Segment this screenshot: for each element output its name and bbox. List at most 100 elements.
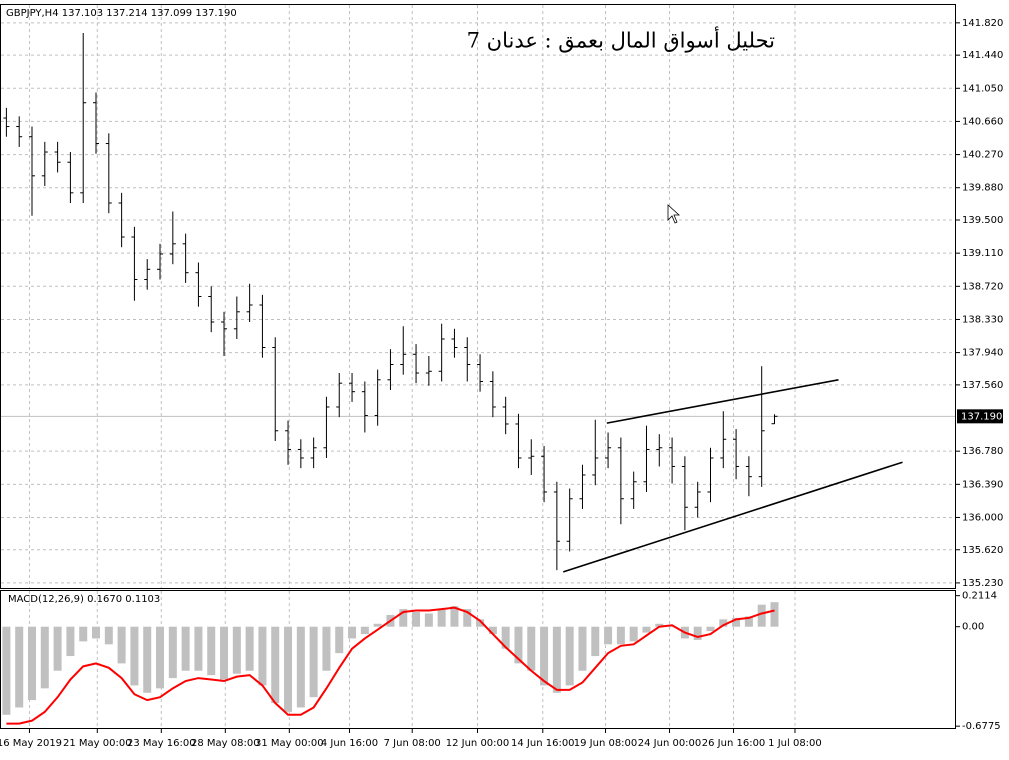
macd-bar (104, 626, 113, 645)
macd-bar (604, 626, 613, 645)
macd-bar (693, 626, 702, 640)
y-tick-label: 141.440 (962, 50, 1003, 61)
macd-bar (232, 626, 241, 674)
macd-bar (15, 626, 24, 708)
macd-bar (591, 626, 600, 657)
macd-bar (309, 626, 318, 698)
mouse-cursor (667, 204, 681, 224)
macd-bar (28, 626, 37, 701)
macd-title: MACD(12,26,9) 0.1670 0.1103 (8, 594, 160, 605)
y-tick-label: 141.820 (962, 18, 1003, 29)
macd-bar (412, 612, 421, 627)
macd-bar (668, 626, 677, 628)
y-tick-label: 136.000 (962, 512, 1003, 523)
macd-bar (2, 626, 11, 715)
x-tick-label: 24 Jun 00:00 (638, 738, 702, 749)
macd-bar (488, 626, 497, 635)
y-tick-label: 139.110 (962, 248, 1003, 259)
macd-bar (143, 626, 152, 693)
y-tick-label: 139.500 (962, 215, 1003, 226)
macd-bar (501, 626, 510, 649)
x-tick-label: 1 Jul 08:00 (768, 738, 822, 749)
x-tick-label: 16 May 2019 (0, 738, 62, 749)
macd-bar (271, 626, 280, 704)
y-tick-label: -0.6775 (962, 721, 1001, 732)
macd-bar (527, 626, 536, 671)
macd-bar (616, 626, 625, 645)
macd-bar (322, 626, 331, 671)
last-price-box (957, 409, 1003, 424)
macd-bar (168, 626, 177, 679)
y-tick-label: 137.560 (962, 380, 1003, 391)
trendline (563, 461, 903, 573)
macd-bar (642, 626, 651, 633)
signal-line (6, 606, 775, 725)
y-tick-label: 140.660 (962, 116, 1003, 127)
annotation: تحليل أسواق المال بعمق : عدنان 7 (467, 26, 776, 54)
macd-bar (552, 626, 561, 693)
y-tick-label: 0.2114 (962, 591, 997, 602)
x-tick-label: 14 Jun 16:00 (511, 738, 575, 749)
macd-bar (245, 626, 254, 671)
y-tick-label: 136.390 (962, 479, 1003, 490)
y-tick-label: 138.330 (962, 314, 1003, 325)
macd-bar (450, 606, 459, 627)
y-tick-label: 137.940 (962, 348, 1003, 359)
x-tick-label: 4 Jun 16:00 (321, 738, 378, 749)
macd-bar (757, 604, 766, 627)
chart-title: GBPJPY,H4 137.103 137.214 137.099 137.19… (6, 8, 237, 19)
macd-bar (719, 619, 728, 627)
y-tick-label: 140.270 (962, 150, 1003, 161)
macd-bar (117, 626, 126, 664)
macd-bar (296, 626, 305, 708)
x-tick-label: 26 Jun 16:00 (702, 738, 766, 749)
macd-bar (207, 626, 216, 676)
macd-bar (540, 626, 549, 686)
trendline (606, 378, 839, 424)
macd-bar (655, 623, 664, 627)
macd-bar (66, 626, 75, 657)
y-tick-label: 138.720 (962, 281, 1003, 292)
macd-bar (373, 623, 382, 627)
y-tick-label: 0.00 (962, 622, 984, 633)
y-tick-label: 135.620 (962, 545, 1003, 556)
macd-bar (463, 609, 472, 627)
y-tick-label: 139.880 (962, 183, 1003, 194)
macd-bar (130, 626, 139, 686)
y-tick-label: 135.230 (962, 578, 1003, 589)
x-tick-label: 7 Jun 08:00 (384, 738, 441, 749)
macd-bar (156, 626, 165, 689)
last-price-marker: 137.190 (957, 409, 1003, 424)
macd-bar (732, 617, 741, 627)
macd-bar (476, 619, 485, 627)
x-tick-label: 19 Jun 08:00 (574, 738, 638, 749)
macd-bar (770, 602, 779, 627)
macd-bar (629, 626, 638, 642)
macd-bar (437, 609, 446, 627)
x-tick-label: 23 May 16:00 (127, 738, 196, 749)
last-price-label: 137.190 (961, 411, 1002, 422)
macd-bar (79, 626, 88, 642)
macd-bar (514, 626, 523, 664)
macd-bar (348, 626, 357, 639)
x-tick-label: 21 May 00:00 (63, 738, 132, 749)
y-tick-label: 136.780 (962, 446, 1003, 457)
macd-bar (744, 616, 753, 627)
macd-bar (92, 626, 101, 639)
x-tick-label: 12 Jun 00:00 (446, 738, 510, 749)
macd-bar (53, 626, 62, 671)
macd-bar (399, 609, 408, 627)
macd-bar (258, 626, 267, 686)
macd-bar (424, 613, 433, 627)
macd-bar (181, 626, 190, 671)
x-tick-label: 31 May 00:00 (255, 738, 324, 749)
x-tick-label: 28 May 08:00 (191, 738, 260, 749)
macd-bar (40, 626, 49, 689)
macd-bar (706, 626, 715, 632)
macd-bar (220, 626, 229, 680)
macd-bar (194, 626, 203, 671)
macd-bar (284, 626, 293, 712)
